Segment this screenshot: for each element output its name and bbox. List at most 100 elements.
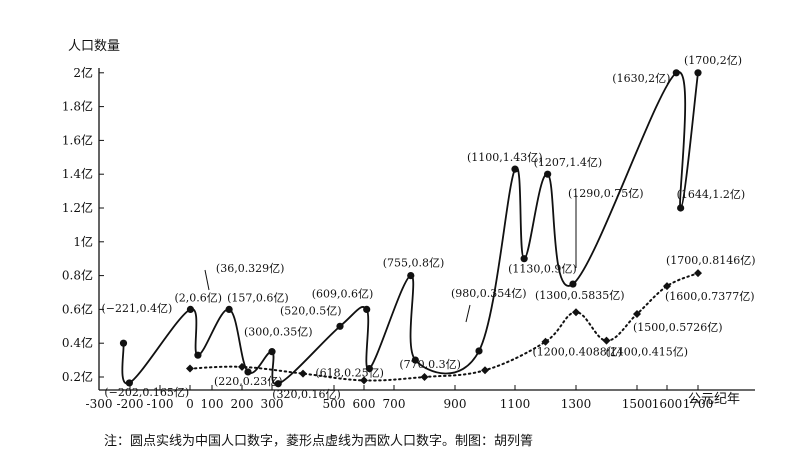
china-data-point [365, 364, 373, 373]
china-point-label: (220,0.23亿) [214, 375, 283, 388]
china-data-point [694, 69, 702, 77]
western-europe-data-point [572, 308, 580, 317]
china-data-point [672, 69, 680, 77]
x-tick-label: 1100 [500, 397, 531, 411]
y-tick-label: 0.2亿 [62, 369, 93, 384]
series-markers [119, 69, 702, 388]
x-tick-label: 0 [186, 397, 194, 411]
china-data-point [569, 280, 577, 288]
china-point-label: (−221,0.4亿) [101, 302, 172, 315]
x-tick-label: -200 [117, 397, 144, 411]
western-europe-data-point [633, 310, 641, 319]
western-europe-point-label: (1200,0.4088亿) [533, 346, 623, 359]
x-tick-label: 1700 [683, 397, 714, 411]
china-point-label: (770,0.3亿) [399, 358, 461, 371]
leader-lines [204, 195, 577, 323]
y-axis-title: 人口数量 [68, 39, 120, 54]
chart-note: 注：圆点实线为中国人口数字，菱形点虚线为西欧人口数字。制图：胡列箐 [104, 434, 533, 449]
western-europe-point-label: (1500,0.5726亿) [633, 321, 723, 334]
x-tick-label: 200 [231, 397, 254, 411]
x-tick-label: 300 [261, 397, 284, 411]
y-tick-label: 1.2亿 [62, 200, 93, 215]
china-data-point [363, 305, 371, 313]
china-data-point [125, 379, 133, 387]
y-tick-label: 2亿 [73, 65, 93, 80]
china-point-label: (1700,2亿) [684, 54, 742, 67]
y-tick-label: 0.6亿 [62, 301, 93, 316]
western-europe-data-point [360, 376, 368, 385]
x-tick-label: 1300 [561, 397, 592, 411]
x-tick-group: -300 -200 -100 0 100 200 300 500 600 700 900 1100 13… [86, 385, 714, 411]
china-point-label: (1290,0.75亿) [568, 187, 644, 200]
china-data-point [544, 170, 552, 178]
x-tick-label: 900 [444, 397, 467, 411]
axes: 人口数量 公元纪年 [68, 39, 755, 407]
china-data-point [194, 351, 202, 359]
y-tick-label: 1.6亿 [62, 132, 93, 147]
western-europe-data-point [481, 366, 489, 375]
china-data-point [520, 255, 528, 263]
china-point-label: (−202,0.165亿) [104, 386, 189, 399]
china-data-point [225, 305, 233, 313]
china-point-label: (1207,1.4亿) [534, 156, 603, 169]
y-tick-label: 0.4亿 [62, 335, 93, 350]
x-axis-title: 公元纪年 [688, 392, 740, 407]
western-europe-data-point [238, 362, 246, 371]
x-tick-label: -100 [147, 397, 174, 411]
x-tick-label: -300 [86, 397, 113, 411]
china-data-point [336, 322, 344, 330]
china-data-point [244, 368, 252, 376]
point-labels: (−221,0.4亿) (−202,0.165亿) (2,0.6亿) (36,0.32… [101, 54, 755, 401]
western-europe-point-label: (1300,0.5835亿) [535, 289, 625, 302]
china-data-point [119, 339, 128, 347]
china-data-point [411, 356, 419, 364]
china-data-point [407, 272, 415, 280]
western-europe-point-label: (1700,0.8146亿) [666, 254, 756, 267]
western-europe-point-label: (1400,0.415亿) [606, 346, 689, 359]
western-europe-data-point [299, 369, 307, 378]
china-point-label: (618,0.25亿) [315, 367, 384, 380]
x-tick-label: 700 [383, 397, 406, 411]
western-europe-data-point [541, 337, 550, 346]
china-data-point [186, 305, 195, 313]
y-tick-label: 1.4亿 [62, 166, 93, 181]
label-leader-line [465, 304, 471, 323]
x-tick-label: 500 [323, 397, 346, 411]
western-europe-data-point [602, 336, 611, 345]
china-point-label: (980,0.354亿) [451, 287, 527, 300]
china-point-label: (300,0.35亿) [244, 326, 313, 339]
china-point-label: (1630,2亿) [612, 72, 670, 85]
western-europe-data-point [694, 269, 702, 278]
western-europe-data-point [186, 364, 194, 373]
western-europe-point-label: (1600,0.7377亿) [665, 290, 755, 303]
china-point-label: (320,0.16亿) [272, 388, 341, 401]
x-tick-label: 1500 [622, 397, 653, 411]
china-point-label: (520,0.5亿) [280, 304, 342, 317]
western-europe-population-line [189, 272, 699, 382]
western-europe-data-point [663, 282, 671, 291]
x-tick-label: 100 [201, 397, 224, 411]
y-tick-label: 1.8亿 [62, 99, 93, 114]
western-europe-data-point [420, 373, 429, 381]
china-point-label: (609,0.6亿) [312, 287, 374, 300]
china-point-label: (755,0.8亿) [383, 257, 445, 270]
y-tick-label: 1亿 [73, 234, 93, 249]
china-point-label: (1130,0.9亿) [508, 263, 577, 276]
china-point-label: (36,0.329亿) [216, 262, 285, 275]
x-tick-label: 600 [353, 397, 376, 411]
y-tick-label: 0.8亿 [62, 268, 93, 283]
china-population-line [121, 71, 699, 385]
china-data-point [677, 204, 685, 212]
china-data-point [475, 347, 483, 355]
china-point-label: (2,0.6亿) [174, 291, 222, 304]
china-data-point [274, 380, 282, 388]
china-point-label: (157,0.6亿) [227, 291, 289, 304]
series-lines [121, 71, 699, 385]
x-tick-label: 1600 [652, 397, 683, 411]
china-point-label: (1100,1.43亿) [467, 151, 543, 164]
label-leader-line [204, 269, 210, 291]
china-point-label: (1644,1.2亿) [677, 188, 746, 201]
china-data-point [511, 165, 519, 173]
china-data-point [268, 348, 276, 356]
